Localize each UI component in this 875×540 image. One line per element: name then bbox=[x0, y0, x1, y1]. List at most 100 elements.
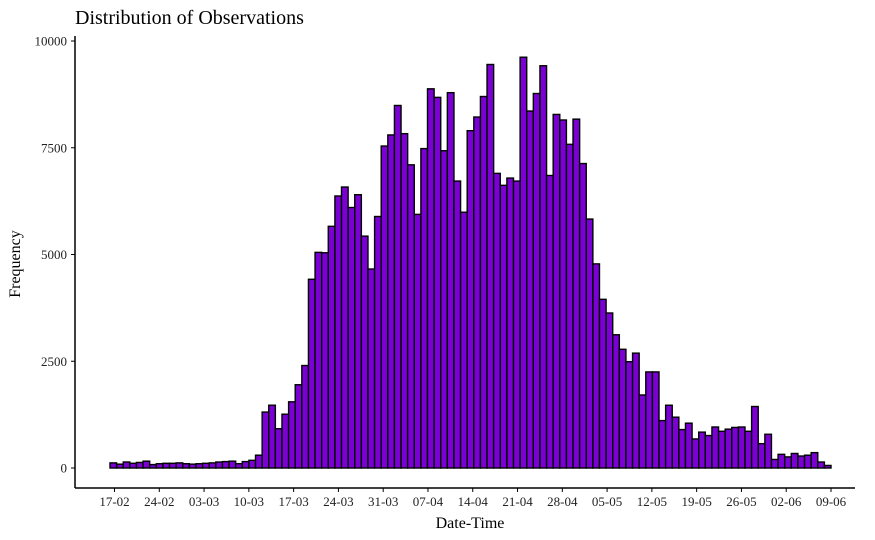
histogram-bar bbox=[175, 462, 184, 469]
histogram-bar bbox=[526, 110, 535, 469]
histogram-bar bbox=[400, 132, 409, 469]
histogram-bar bbox=[810, 451, 819, 469]
histogram-bar bbox=[691, 438, 700, 469]
histogram-bar bbox=[426, 88, 435, 469]
histogram-bar bbox=[347, 206, 356, 469]
histogram-bar bbox=[651, 371, 660, 469]
histogram-bar bbox=[631, 352, 640, 469]
histogram-bar bbox=[499, 184, 508, 469]
histogram-bar bbox=[592, 263, 601, 469]
histogram-bar bbox=[373, 215, 382, 469]
histogram-bar bbox=[711, 426, 720, 469]
x-tick-label: 21-04 bbox=[502, 494, 533, 509]
x-tick-label: 14-04 bbox=[458, 494, 489, 509]
x-tick-label: 19-05 bbox=[681, 494, 711, 509]
histogram-bar bbox=[598, 298, 607, 469]
histogram-bar bbox=[307, 278, 316, 469]
histogram-bar bbox=[817, 461, 826, 469]
x-tick-label: 12-05 bbox=[637, 494, 667, 509]
x-tick-label: 17-02 bbox=[99, 494, 129, 509]
histogram-bar bbox=[327, 225, 336, 469]
x-tick-label: 24-02 bbox=[144, 494, 174, 509]
x-axis: 17-02 24-02 03-03 10-03 17-03 24-03 31-03 07-04… bbox=[75, 487, 855, 509]
y-tick-label: 5000 bbox=[41, 247, 67, 262]
histogram-bar bbox=[387, 134, 396, 469]
histogram-bar bbox=[201, 462, 210, 469]
histogram-bar bbox=[261, 411, 270, 469]
y-axis-title: Frequency bbox=[7, 230, 24, 298]
histogram-bar bbox=[625, 360, 634, 469]
histogram-bar bbox=[486, 63, 495, 469]
histogram-bar bbox=[393, 104, 402, 469]
histogram-bar bbox=[360, 235, 369, 469]
histogram-bar bbox=[578, 162, 587, 469]
histogram-bar bbox=[552, 113, 561, 469]
histogram-bar bbox=[803, 454, 812, 469]
histogram-bar bbox=[678, 428, 687, 469]
histogram-bar bbox=[115, 463, 124, 469]
histogram-bar bbox=[664, 404, 673, 469]
y-tick-label: 2500 bbox=[41, 354, 67, 369]
histogram-bar bbox=[109, 462, 118, 469]
bars-group bbox=[109, 56, 832, 469]
histogram-bar bbox=[301, 364, 310, 469]
histogram-bar bbox=[777, 453, 786, 469]
histogram-bar bbox=[823, 464, 832, 469]
histogram-bar bbox=[453, 180, 462, 469]
histogram-bar bbox=[168, 462, 177, 469]
histogram-bar bbox=[684, 422, 693, 469]
histogram-bar bbox=[506, 177, 515, 469]
x-tick-label: 07-04 bbox=[413, 494, 444, 509]
histogram-bar bbox=[268, 404, 277, 469]
histogram-bar bbox=[605, 312, 614, 469]
histogram-bar bbox=[241, 460, 250, 469]
histogram-bar bbox=[512, 180, 521, 469]
histogram-bar bbox=[750, 405, 759, 469]
histogram-bar bbox=[182, 463, 191, 469]
histogram-bar bbox=[420, 147, 429, 469]
x-tick-label: 28-04 bbox=[547, 494, 578, 509]
histogram-bar bbox=[162, 462, 171, 469]
histogram-bar bbox=[142, 460, 151, 469]
histogram-bar bbox=[287, 401, 296, 469]
histogram-bar bbox=[545, 174, 554, 469]
histogram-bar bbox=[380, 145, 389, 469]
histogram-bar bbox=[671, 416, 680, 469]
histogram-bar bbox=[466, 129, 475, 469]
histogram-bar bbox=[320, 252, 329, 469]
histogram-bar bbox=[612, 334, 621, 469]
histogram-bar bbox=[784, 456, 793, 469]
histogram-bar bbox=[155, 463, 164, 469]
histogram-bar bbox=[413, 213, 422, 469]
chart-title: Distribution of Observations bbox=[75, 7, 304, 29]
x-tick-label: 26-05 bbox=[726, 494, 756, 509]
histogram-bar bbox=[148, 463, 158, 469]
histogram-bar bbox=[585, 218, 594, 469]
histogram-bar bbox=[354, 194, 363, 469]
x-tick-label: 31-03 bbox=[368, 494, 398, 509]
x-tick-label: 05-05 bbox=[592, 494, 622, 509]
histogram-bar bbox=[618, 348, 627, 469]
histogram-bar bbox=[539, 65, 548, 469]
x-tick-label: 03-03 bbox=[189, 494, 219, 509]
y-tick-label: 7500 bbox=[41, 140, 67, 155]
histogram-bar bbox=[764, 433, 773, 469]
y-tick-label: 10000 bbox=[35, 34, 68, 49]
histogram-bar bbox=[479, 95, 488, 469]
histogram-bar bbox=[122, 461, 131, 469]
histogram-bar bbox=[340, 186, 349, 469]
histogram-bar bbox=[658, 419, 667, 469]
x-tick-label: 02-06 bbox=[771, 494, 802, 509]
histogram-bar bbox=[519, 56, 528, 469]
histogram-bar bbox=[440, 150, 449, 469]
histogram-bar bbox=[188, 463, 197, 469]
histogram-bar bbox=[459, 211, 468, 469]
histogram-bar bbox=[724, 428, 733, 469]
x-tick-label: 24-03 bbox=[323, 494, 353, 509]
histogram-bar bbox=[248, 459, 257, 469]
histogram-bar bbox=[208, 462, 217, 469]
histogram-bar bbox=[294, 384, 303, 469]
histogram-bar bbox=[473, 116, 482, 469]
histogram-bar bbox=[645, 371, 654, 469]
